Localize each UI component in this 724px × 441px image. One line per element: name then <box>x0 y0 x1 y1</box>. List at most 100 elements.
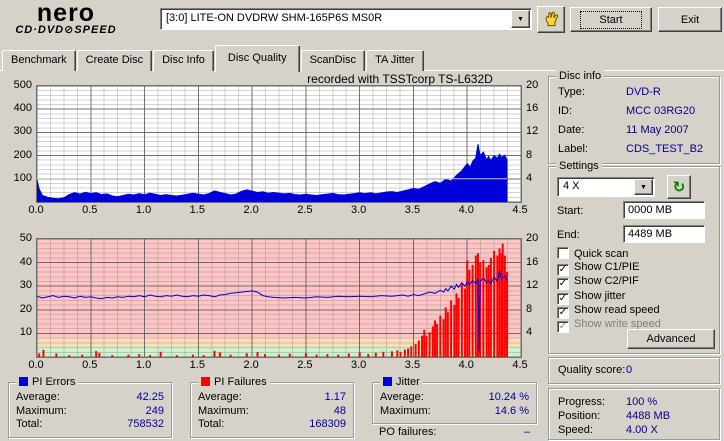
advanced-button[interactable]: Advanced <box>627 329 715 349</box>
quality-score-label: Quality score: <box>558 364 626 376</box>
checkbox-box-icon: ✓ <box>557 278 569 291</box>
exit-button[interactable]: Exit <box>658 7 722 32</box>
end-position-field[interactable]: 4489 MB <box>623 225 705 243</box>
pi-errors-left-axis: 100 200 300 400 500 <box>4 79 32 201</box>
tab-ta-jitter[interactable]: TA Jitter <box>366 50 424 71</box>
axis-tick-label: 0.5 <box>82 359 98 371</box>
pi-errors-x-axis: 0.0 0.5 1.0 1.5 2.0 2.5 3.0 3.5 4.0 4.5 <box>28 204 527 216</box>
tab-create-disc[interactable]: Create Disc <box>76 50 153 71</box>
grab-disc-button[interactable] <box>537 6 565 33</box>
tab-strip: Benchmark Create Disc Disc Info Disc Qualit… <box>2 44 425 72</box>
scan-speed-dropdown[interactable]: 4 X ▼ <box>557 177 655 197</box>
axis-tick-label: 3.5 <box>404 204 421 216</box>
scan-speed-arrow-button[interactable]: ▼ <box>634 179 653 195</box>
info-value: DVD-R <box>626 86 661 98</box>
stat-label: Average: <box>380 391 424 403</box>
end-position-label: End: <box>557 229 580 241</box>
logo-nero-text: nero <box>36 0 96 27</box>
jitter-legend: Jitter <box>380 376 423 388</box>
quality-score-row: Quality score: 0 <box>558 363 711 377</box>
axis-tick-label: 1.0 <box>135 204 152 216</box>
scan-speed-value: 4 X <box>563 180 580 192</box>
stat-label: Maximum: <box>198 404 249 417</box>
tab-disc-quality[interactable]: Disc Quality <box>214 45 300 72</box>
nero-cd-dvd-speed-logo: nero CD·DVD⊘SPEED <box>6 0 126 38</box>
axis-tick-label: 0.5 <box>82 204 98 216</box>
axis-tick-label: 3.0 <box>351 204 367 216</box>
checkbox-show-c1-pie[interactable]: ✓ Show C1/PIE <box>557 261 713 277</box>
axis-tick-label: 500 <box>13 79 32 91</box>
pi-errors-right-axis: 4 8 12 16 20 <box>524 79 548 201</box>
start-button-label: Start <box>580 10 642 29</box>
progress-label: Position: <box>558 410 601 422</box>
axis-tick-label: 16 <box>526 255 539 268</box>
jitter-average-row: Average: 10.24 % <box>380 391 529 404</box>
progress-value: 4.00 X <box>626 424 658 436</box>
pi-failures-total-row: Total: 168309 <box>198 418 346 431</box>
chart-title: recorded with TSSTcorp TS-L632D <box>307 72 493 86</box>
stat-value: 249 <box>145 404 164 417</box>
stat-value: 48 <box>333 404 346 417</box>
po-failures-row: PO failures: – <box>379 426 530 439</box>
stat-value: 42.25 <box>136 391 164 403</box>
checkbox-label: Show jitter <box>574 289 626 302</box>
stat-label: Average: <box>198 391 242 403</box>
stat-label: Maximum: <box>16 404 67 417</box>
checkbox-quick-scan[interactable]: Quick scan <box>557 247 713 260</box>
disc-info-row-label: Label: CDS_TEST_B2 <box>558 142 711 156</box>
checkbox-box-icon: ✓ <box>557 306 569 319</box>
drive-selector-dropdown[interactable]: [3:0] LITE-ON DVDRW SHM-165P6S MS0R ▼ <box>160 8 532 30</box>
refresh-icon: ↻ <box>672 179 686 196</box>
tab-scandisc[interactable]: ScanDisc <box>300 50 366 71</box>
tab-benchmark[interactable]: Benchmark <box>2 50 76 71</box>
pi-failures-maximum-row: Maximum: 48 <box>198 405 346 418</box>
progress-box: Progress: 100 % Position: 4488 MB Speed: 4.00… <box>548 388 720 440</box>
checkbox-box-icon: ✓ <box>557 292 569 305</box>
axis-tick-label: 4.0 <box>458 359 474 371</box>
pi-errors-chart <box>36 85 522 203</box>
progress-row-position: Position: 4488 MB <box>558 409 711 423</box>
start-position-label: Start: <box>557 205 584 217</box>
stat-value: 10.24 % <box>488 391 529 403</box>
pi-errors-color-swatch-icon <box>19 377 28 386</box>
axis-tick-label: 40 <box>19 255 32 268</box>
checkbox-show-read-speed[interactable]: ✓ Show read speed <box>557 304 713 319</box>
info-value: CDS_TEST_B2 <box>626 143 704 155</box>
progress-label: Speed: <box>558 424 593 436</box>
axis-tick-label: 10 <box>19 326 32 339</box>
pi-failures-stats-box: PI Failures Average: 1.17 Maximum: 48 Total: 1… <box>190 376 354 438</box>
stat-value: 14.6 % <box>494 404 529 417</box>
axis-tick-label: 2.5 <box>297 359 313 371</box>
tab-disc-info[interactable]: Disc Info <box>153 50 214 71</box>
logo-cddvdspeed-text: CD·DVD⊘SPEED <box>15 24 117 36</box>
axis-tick-label: 4 <box>526 326 533 339</box>
quality-score-box: Quality score: 0 <box>548 357 720 384</box>
start-button[interactable]: Start <box>570 7 652 32</box>
checkbox-show-jitter[interactable]: ✓ Show jitter <box>557 289 713 305</box>
checkbox-label: Show write speed <box>574 318 661 330</box>
axis-tick-label: 3.0 <box>351 359 367 371</box>
settings-group: Settings 4 X ▼ ↻ Start: 0000 MB End: 448… <box>548 160 720 354</box>
axis-tick-label: 4 <box>526 171 533 184</box>
exit-button-label: Exit <box>680 13 700 26</box>
disc-info-row-type: Type: DVD-R <box>558 85 711 99</box>
axis-tick-label: 20 <box>526 232 539 244</box>
info-label: Label: <box>558 143 588 155</box>
stat-label: Average: <box>16 391 60 403</box>
axis-tick-label: 4.5 <box>512 359 528 371</box>
checkbox-box-icon: ✓ <box>557 264 569 277</box>
drive-selector-arrow-button[interactable]: ▼ <box>511 10 530 28</box>
pi-failures-color-swatch-icon <box>201 377 210 386</box>
po-failures-label: PO failures: <box>379 426 437 438</box>
axis-tick-label: 0.0 <box>28 359 44 371</box>
start-position-value: 0000 MB <box>628 204 673 216</box>
axis-tick-label: 1.5 <box>189 204 205 216</box>
axis-tick-label: 200 <box>13 148 32 161</box>
checkbox-show-c2-pif[interactable]: ✓ Show C2/PIF <box>557 275 713 291</box>
axis-tick-label: 20 <box>526 79 539 91</box>
start-position-field[interactable]: 0000 MB <box>623 201 705 219</box>
pi-errors-maximum-row: Maximum: 249 <box>16 405 164 418</box>
axis-tick-label: 8 <box>526 302 533 315</box>
refresh-speeds-button[interactable]: ↻ <box>667 175 691 199</box>
